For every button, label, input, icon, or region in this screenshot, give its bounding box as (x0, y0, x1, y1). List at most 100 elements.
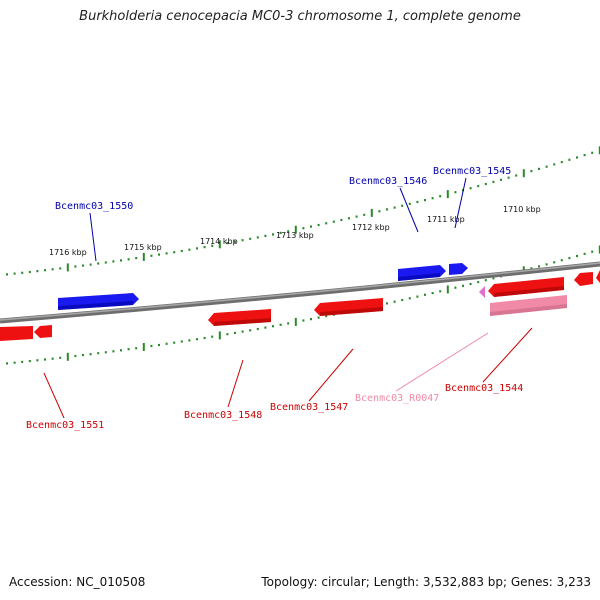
gene-feature-neighbor-b[interactable] (596, 270, 600, 283)
outer-minor-tick (355, 215, 358, 218)
outer-minor-tick (332, 220, 335, 223)
scale-label-1712: 1712 kbp (352, 223, 390, 232)
gene-label-1547[interactable]: Bcenmc03_1547 (270, 402, 348, 413)
outer-minor-tick (424, 199, 426, 202)
leader-line-1551 (43, 372, 65, 419)
outer-major-tick (66, 263, 69, 272)
inner-major-tick (218, 331, 221, 340)
inner-major-tick (66, 352, 69, 361)
outer-major-tick (446, 190, 449, 199)
outer-minor-tick (36, 270, 39, 273)
outer-minor-tick (211, 244, 214, 247)
inner-minor-tick (173, 341, 176, 344)
inner-minor-tick (325, 315, 328, 318)
outer-minor-tick (408, 202, 411, 205)
inner-minor-tick (226, 333, 229, 336)
outer-minor-tick (272, 233, 274, 236)
outer-minor-tick (302, 227, 305, 230)
inner-minor-tick (272, 325, 274, 328)
outer-minor-tick (545, 165, 548, 168)
inner-minor-tick (310, 318, 312, 321)
gene-label-1546[interactable]: Bcenmc03_1546 (349, 176, 427, 187)
gene-shadow-1548 (214, 318, 271, 326)
outer-minor-tick (484, 182, 487, 186)
leader-line-r0047 (395, 332, 489, 392)
inner-minor-tick (538, 265, 540, 268)
inner-minor-tick (150, 344, 153, 348)
inner-minor-tick (135, 347, 138, 350)
gene-feature-small-rna[interactable] (479, 286, 485, 298)
inner-minor-tick (188, 339, 191, 342)
inner-minor-tick (393, 300, 396, 303)
leader-line-1550 (89, 212, 97, 262)
inner-minor-tick (568, 257, 571, 260)
inner-minor-tick (249, 329, 252, 332)
outer-minor-tick (393, 206, 396, 209)
gene-feature-1551-b[interactable] (34, 325, 52, 338)
inner-minor-tick (89, 353, 92, 356)
scale-label-1713: 1713 kbp (276, 231, 314, 240)
outer-minor-tick (150, 254, 153, 257)
outer-minor-tick (21, 271, 24, 274)
inner-minor-tick (492, 277, 495, 280)
gene-label-1551[interactable]: Bcenmc03_1551 (26, 420, 104, 431)
outer-minor-tick (127, 258, 130, 261)
gene-label-1545[interactable]: Bcenmc03_1545 (433, 166, 511, 177)
outer-minor-tick (515, 174, 518, 177)
inner-minor-tick (82, 354, 84, 357)
inner-minor-tick (401, 298, 404, 302)
outer-minor-tick (279, 231, 282, 234)
leader-line-1546 (399, 187, 419, 233)
outer-minor-tick (560, 161, 563, 164)
inner-minor-tick (180, 340, 183, 343)
genome-title: Burkholderia cenocepacia MC0-3 chromosom… (79, 9, 521, 24)
inner-minor-tick (127, 348, 130, 351)
inner-minor-tick (560, 259, 563, 262)
inner-minor-tick (591, 250, 594, 253)
inner-minor-tick (112, 350, 115, 353)
outer-minor-tick (173, 251, 176, 254)
outer-minor-tick (74, 265, 77, 268)
gene-feature-neighbor-a[interactable] (574, 272, 593, 286)
inner-minor-tick (454, 286, 457, 289)
leader-line-1545 (454, 177, 467, 229)
outer-minor-tick (317, 223, 320, 227)
outer-minor-tick (51, 268, 54, 271)
outer-minor-tick (120, 259, 122, 262)
scale-label-1711: 1711 kbp (427, 215, 465, 224)
scale-label-1716: 1716 kbp (49, 248, 87, 257)
outer-major-tick (598, 146, 600, 155)
inner-minor-tick (211, 335, 214, 338)
outer-minor-tick (82, 264, 84, 267)
inner-minor-tick (264, 326, 267, 329)
gene-feature-1551-a[interactable] (0, 326, 33, 341)
outer-minor-tick (28, 270, 31, 274)
outer-minor-tick (6, 273, 8, 276)
outer-minor-tick (553, 163, 556, 166)
inner-minor-tick (120, 349, 122, 352)
inner-minor-tick (74, 354, 77, 358)
inner-minor-tick (545, 263, 548, 266)
outer-minor-tick (196, 247, 198, 250)
outer-minor-tick (439, 195, 442, 198)
inner-minor-tick (158, 343, 160, 347)
gene-label-r0047[interactable]: Bcenmc03_R0047 (355, 393, 439, 404)
inner-major-tick (294, 317, 297, 326)
outer-major-tick (294, 225, 297, 234)
inner-minor-tick (256, 327, 259, 331)
inner-minor-tick (104, 351, 107, 354)
inner-minor-tick (462, 284, 464, 287)
outer-minor-tick (188, 248, 191, 251)
inner-minor-tick (408, 297, 411, 300)
outer-minor-tick (310, 225, 312, 228)
gene-feature-1545[interactable] (449, 263, 468, 275)
outer-minor-tick (530, 170, 533, 173)
outer-minor-tick (477, 185, 480, 188)
gene-label-1544[interactable]: Bcenmc03_1544 (445, 383, 523, 394)
inner-minor-tick (234, 331, 236, 334)
inner-minor-tick (317, 316, 320, 319)
gene-label-1548[interactable]: Bcenmc03_1548 (184, 410, 262, 421)
inner-minor-tick (439, 290, 442, 293)
gene-label-1550[interactable]: Bcenmc03_1550 (55, 201, 133, 212)
inner-minor-tick (477, 281, 480, 284)
